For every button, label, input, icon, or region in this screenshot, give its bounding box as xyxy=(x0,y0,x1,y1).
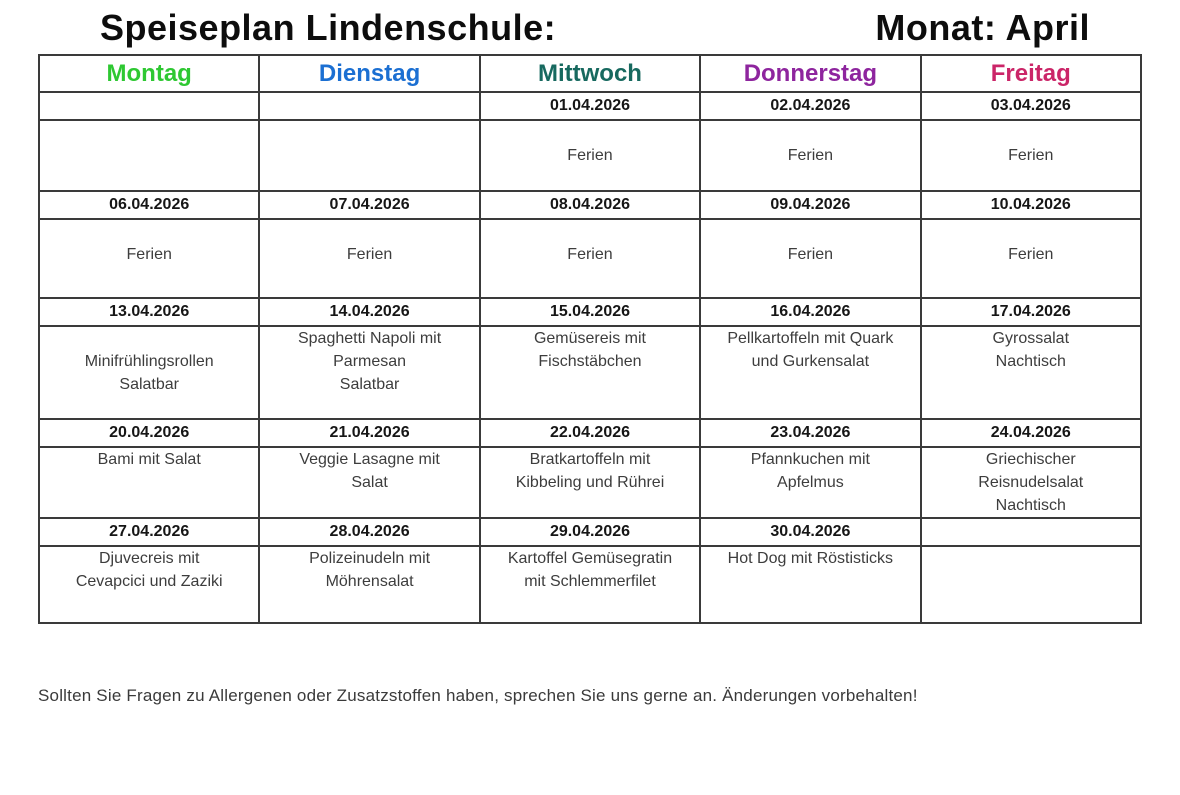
meal-cell: Spaghetti Napoli mit Parmesan Salatbar xyxy=(258,325,481,420)
meal-cell: Ferien xyxy=(37,218,261,299)
meal-cell: Pellkartoffeln mit Quark und Gurkensalat xyxy=(699,325,922,420)
date-cell: 30.04.2026 xyxy=(699,517,922,547)
week-meals-row: Ferien Ferien Ferien Ferien Ferien xyxy=(37,218,1143,299)
date-cell: 24.04.2026 xyxy=(919,418,1143,448)
week-meals-row: Bami mit Salat Veggie Lasagne mit Salat Br… xyxy=(37,446,1143,519)
day-header-row: Montag Dienstag Mittwoch Donnerstag Frei… xyxy=(37,54,1143,93)
meal-cell: Ferien xyxy=(699,218,922,299)
day-header-montag: Montag xyxy=(37,54,261,93)
date-cell: 29.04.2026 xyxy=(478,517,702,547)
date-cell xyxy=(37,91,261,121)
meal-cell xyxy=(919,545,1143,624)
date-cell xyxy=(919,517,1143,547)
meal-cell: Polizeinudeln mit Möhrensalat xyxy=(258,545,481,624)
meal-cell: Gyrossalat Nachtisch xyxy=(919,325,1143,420)
day-header-mittwoch: Mittwoch xyxy=(478,54,702,93)
date-cell: 23.04.2026 xyxy=(699,418,922,448)
date-cell: 06.04.2026 xyxy=(37,190,261,220)
week-meals-row: Minifrühlingsrollen Salatbar Spaghetti Na… xyxy=(37,325,1143,420)
menu-table-header: Montag Dienstag Mittwoch Donnerstag Frei… xyxy=(37,54,1143,93)
meal-cell: Griechischer Reisnudelsalat Nachtisch xyxy=(919,446,1143,519)
meal-cell: Kartoffel Gemüsegratin mit Schlemmerfile… xyxy=(478,545,702,624)
week-dates-row: 20.04.2026 21.04.2026 22.04.2026 23.04.2026… xyxy=(37,418,1143,448)
meal-cell: Bratkartoffeln mit Kibbeling und Rührei xyxy=(478,446,702,519)
date-cell: 20.04.2026 xyxy=(37,418,261,448)
date-cell: 15.04.2026 xyxy=(478,297,702,327)
page-header: Speiseplan Lindenschule: Monat: April xyxy=(0,0,1180,54)
menu-table: Montag Dienstag Mittwoch Donnerstag Frei… xyxy=(37,54,1143,624)
meal-cell: Veggie Lasagne mit Salat xyxy=(258,446,481,519)
meal-cell: Djuvecreis mit Cevapcici und Zaziki xyxy=(37,545,261,624)
meal-cell: Ferien xyxy=(919,119,1143,192)
month-title: Monat: April xyxy=(875,7,1090,48)
day-header-dienstag: Dienstag xyxy=(258,54,481,93)
page-title: Speiseplan Lindenschule: xyxy=(100,7,557,48)
meal-cell: Ferien xyxy=(258,218,481,299)
date-cell: 08.04.2026 xyxy=(478,190,702,220)
date-cell: 27.04.2026 xyxy=(37,517,261,547)
meal-cell xyxy=(37,119,261,192)
date-cell: 13.04.2026 xyxy=(37,297,261,327)
day-header-donnerstag: Donnerstag xyxy=(699,54,922,93)
meal-cell xyxy=(258,119,481,192)
allergen-note: Sollten Sie Fragen zu Allergenen oder Zu… xyxy=(38,686,918,705)
meal-cell: Hot Dog mit Röstisticks xyxy=(699,545,922,624)
date-cell: 03.04.2026 xyxy=(919,91,1143,121)
date-cell: 28.04.2026 xyxy=(258,517,481,547)
date-cell: 16.04.2026 xyxy=(699,297,922,327)
meal-cell: Ferien xyxy=(919,218,1143,299)
meal-cell: Ferien xyxy=(478,119,702,192)
date-cell xyxy=(258,91,481,121)
date-cell: 07.04.2026 xyxy=(258,190,481,220)
menu-table-body: 01.04.2026 02.04.2026 03.04.2026 Ferien Fe… xyxy=(37,91,1143,624)
week-meals-row: Ferien Ferien Ferien xyxy=(37,119,1143,192)
date-cell: 17.04.2026 xyxy=(919,297,1143,327)
week-dates-row: 27.04.2026 28.04.2026 29.04.2026 30.04.2026 xyxy=(37,517,1143,547)
date-cell: 09.04.2026 xyxy=(699,190,922,220)
date-cell: 10.04.2026 xyxy=(919,190,1143,220)
meal-cell: Bami mit Salat xyxy=(37,446,261,519)
meal-cell: Ferien xyxy=(699,119,922,192)
week-meals-row: Djuvecreis mit Cevapcici und Zaziki Poliz… xyxy=(37,545,1143,624)
day-header-freitag: Freitag xyxy=(919,54,1143,93)
date-cell: 01.04.2026 xyxy=(478,91,702,121)
meal-cell: Ferien xyxy=(478,218,702,299)
date-cell: 14.04.2026 xyxy=(258,297,481,327)
week-dates-row: 06.04.2026 07.04.2026 08.04.2026 09.04.2026… xyxy=(37,190,1143,220)
date-cell: 21.04.2026 xyxy=(258,418,481,448)
date-cell: 22.04.2026 xyxy=(478,418,702,448)
meal-cell: Pfannkuchen mit Apfelmus xyxy=(699,446,922,519)
meal-cell: Minifrühlingsrollen Salatbar xyxy=(37,325,261,420)
week-dates-row: 13.04.2026 14.04.2026 15.04.2026 16.04.2026… xyxy=(37,297,1143,327)
week-dates-row: 01.04.2026 02.04.2026 03.04.2026 xyxy=(37,91,1143,121)
date-cell: 02.04.2026 xyxy=(699,91,922,121)
meal-cell: Gemüsereis mit Fischstäbchen xyxy=(478,325,702,420)
